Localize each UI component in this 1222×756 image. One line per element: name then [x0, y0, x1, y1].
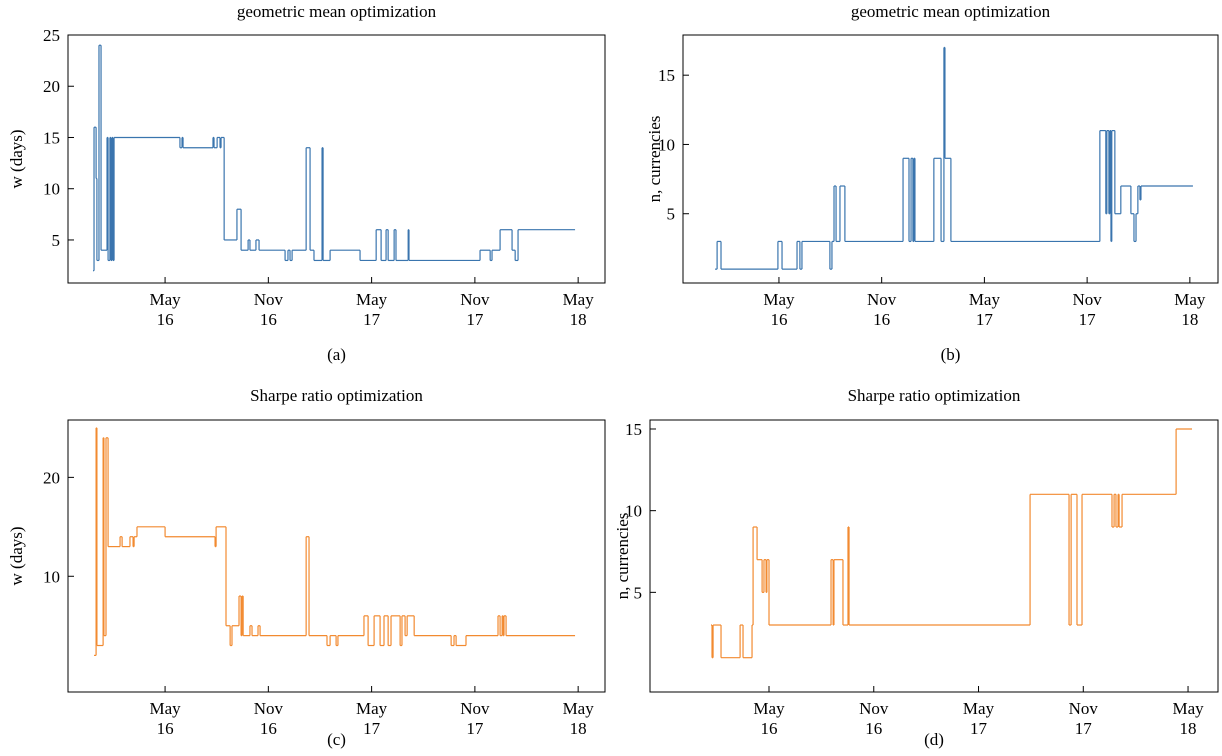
x-tick-label-line: 16: [770, 310, 787, 329]
x-tick-label-line: May: [753, 699, 785, 718]
y-axis-label: w (days): [7, 129, 26, 188]
x-tick-label: May 17: [356, 290, 388, 329]
y-tick-label: 10: [625, 502, 642, 521]
x-tick-label: May 18: [563, 290, 595, 329]
panel: Sharpe ratio optimization (d) n, currencie…: [613, 386, 1219, 749]
x-tick-label-line: Nov: [460, 699, 490, 718]
chart-title: Sharpe ratio optimization: [250, 386, 423, 405]
x-tick-label: May 17: [356, 699, 388, 738]
x-tick-label-line: 18: [1180, 719, 1197, 738]
x-tick-label: Nov 17: [460, 699, 490, 738]
x-tick-label-line: 17: [466, 719, 484, 738]
y-tick-label: 5: [667, 205, 676, 224]
x-tick-label: May 16: [763, 290, 795, 329]
y-tick-label: 15: [658, 66, 675, 85]
x-tick-label-line: Nov: [1069, 699, 1099, 718]
x-tick-label-line: 16: [873, 310, 890, 329]
x-tick-label-line: 17: [1079, 310, 1097, 329]
x-tick-label: May 18: [1172, 699, 1204, 738]
x-tick-label: Nov 16: [254, 699, 284, 738]
x-tick-label: May 16: [149, 699, 181, 738]
caption: (b): [941, 345, 961, 364]
x-tick-label: Nov 17: [1069, 699, 1099, 738]
x-tick-label-line: Nov: [1072, 290, 1102, 309]
x-tick-label: May 16: [149, 290, 181, 329]
caption: (c): [327, 730, 346, 749]
y-axis-label: n, currencies: [645, 116, 664, 203]
y-tick-label: 10: [658, 135, 675, 154]
panel: Sharpe ratio optimization (c) w (days) 10 20…: [7, 386, 606, 749]
chart-title: geometric mean optimization: [851, 2, 1051, 21]
x-tick-label-line: 18: [570, 310, 587, 329]
x-tick-label-line: 16: [157, 719, 174, 738]
x-tick-label-line: May: [149, 290, 181, 309]
x-tick-label-line: 17: [363, 719, 381, 738]
x-tick-label-line: May: [1172, 699, 1204, 718]
x-tick-label-line: Nov: [867, 290, 897, 309]
caption: (a): [327, 345, 346, 364]
x-tick-label: Nov 17: [460, 290, 490, 329]
x-tick-label-line: May: [969, 290, 1001, 309]
x-tick-label-line: 17: [363, 310, 381, 329]
x-tick-label-line: Nov: [254, 699, 284, 718]
x-tick-label: May 18: [563, 699, 595, 738]
plot-frame: [649, 419, 1219, 693]
y-tick-label: 15: [625, 420, 642, 439]
plot-frame: [67, 34, 606, 284]
y-tick-label: 15: [43, 128, 60, 147]
caption: (d): [924, 730, 944, 749]
x-tick-label-line: May: [963, 699, 995, 718]
y-tick-label: 20: [43, 468, 60, 487]
x-tick-label-line: Nov: [859, 699, 889, 718]
x-tick-label-line: 17: [466, 310, 484, 329]
x-tick-label-line: May: [356, 290, 388, 309]
y-tick-label: 20: [43, 77, 60, 96]
y-axis-label: n, currencies: [613, 513, 632, 600]
y-tick-label: 10: [43, 567, 60, 586]
x-tick-label-line: Nov: [460, 290, 490, 309]
x-tick-label-line: May: [563, 699, 595, 718]
chart-title: geometric mean optimization: [237, 2, 437, 21]
panel: geometric mean optimization (b) n, currenc…: [645, 2, 1219, 364]
x-tick-label-line: May: [1174, 290, 1206, 309]
y-tick-label: 10: [43, 180, 60, 199]
y-tick-label: 5: [634, 583, 643, 602]
x-tick-label-line: 16: [260, 310, 277, 329]
x-tick-label: May 17: [969, 290, 1001, 329]
x-tick-label: May 16: [753, 699, 785, 738]
y-tick-label: 25: [43, 26, 60, 45]
x-tick-label-line: 16: [761, 719, 778, 738]
x-tick-label-line: May: [149, 699, 181, 718]
y-tick-label: 5: [52, 231, 61, 250]
x-tick-label: May 18: [1174, 290, 1206, 329]
panel: geometric mean optimization (a) w (days) 5 1…: [7, 2, 606, 364]
x-tick-label-line: May: [763, 290, 795, 309]
x-tick-label: Nov 16: [859, 699, 889, 738]
plot-frame: [67, 419, 606, 693]
x-tick-label: Nov 17: [1072, 290, 1102, 329]
x-tick-label-line: 17: [976, 310, 994, 329]
x-tick-label-line: Nov: [254, 290, 284, 309]
x-tick-label: Nov 16: [254, 290, 284, 329]
y-axis-label: w (days): [7, 526, 26, 585]
x-tick-label-line: May: [356, 699, 388, 718]
x-tick-label-line: 16: [865, 719, 882, 738]
chart-title: Sharpe ratio optimization: [848, 386, 1021, 405]
x-tick-label-line: 16: [157, 310, 174, 329]
plot-frame: [682, 34, 1219, 284]
x-tick-label-line: 18: [570, 719, 587, 738]
x-tick-label-line: 17: [970, 719, 988, 738]
x-tick-label-line: 18: [1181, 310, 1198, 329]
x-tick-label-line: 16: [260, 719, 277, 738]
x-tick-label: Nov 16: [867, 290, 897, 329]
x-tick-label-line: May: [563, 290, 595, 309]
x-tick-label-line: 17: [1075, 719, 1093, 738]
x-tick-label: May 17: [963, 699, 995, 738]
